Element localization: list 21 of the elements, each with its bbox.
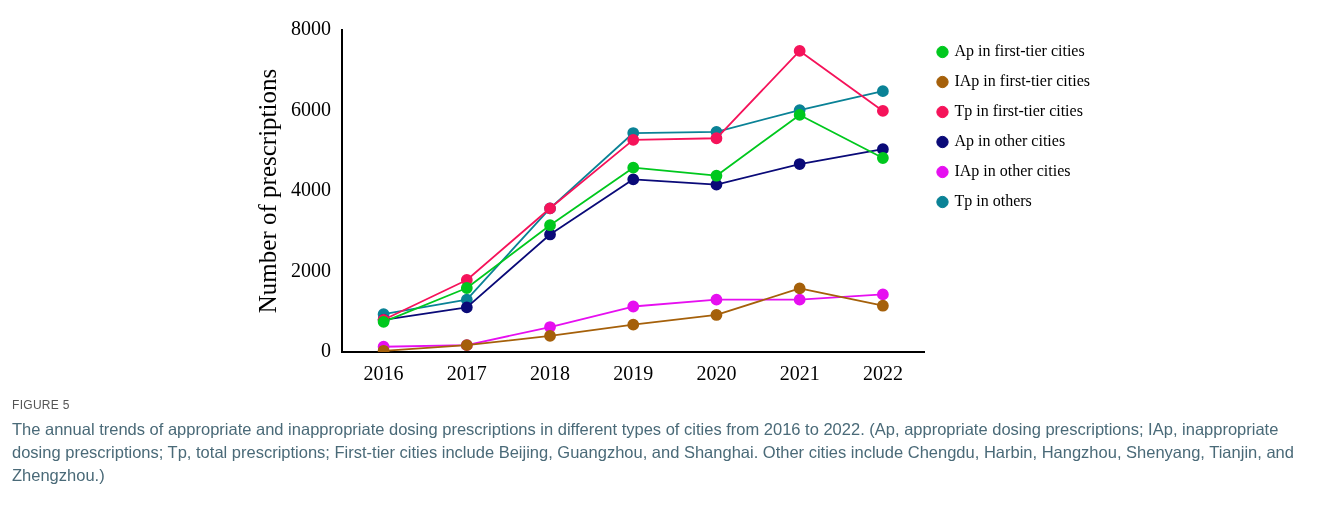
y-tick-label: 2000: [291, 258, 331, 281]
x-tick-label: 2020: [696, 362, 737, 385]
legend-label: IAp in other cities: [954, 162, 1071, 181]
text: The annual trends of appropriate and inappropriate dosing prescriptions in different types of cities from 2016 to 2022. (Ap, appropriate dosing prescriptions; IAp, inappropriate dosing prescriptions; Tp, total prescriptions; First-tier cities include Beijing, Guangzhou, and Shanghai. Other cities include Chengdu, Harbin, Hangzhou, Shenyang, Tianjin, and Zhengzhou.): [12, 419, 1295, 486]
y-tick-label: 6000: [291, 97, 331, 120]
x-tick-label: 2019: [613, 362, 654, 385]
y-axis-title: Number of prescriptions: [253, 68, 281, 314]
caption: FIGURE 5: [12, 398, 70, 412]
x-tick-label: 2021: [779, 362, 820, 385]
legend-label: IAp in first-tier cities: [954, 72, 1090, 91]
y-tick-label: 8000: [291, 17, 331, 40]
legend-label: Ap in other cities: [954, 132, 1066, 151]
legend-label: Tp in others: [954, 192, 1032, 211]
x-tick-label: 2022: [862, 362, 903, 385]
y-tick-label: 0: [321, 339, 331, 362]
y-tick-label: 4000: [291, 178, 331, 201]
legend-label: Tp in first-tier cities: [954, 102, 1083, 121]
legend-label: Ap in first-tier cities: [954, 42, 1085, 61]
x-tick-label: 2017: [446, 362, 487, 385]
x-tick-label: 2016: [363, 362, 404, 385]
x-tick-label: 2018: [530, 362, 571, 385]
